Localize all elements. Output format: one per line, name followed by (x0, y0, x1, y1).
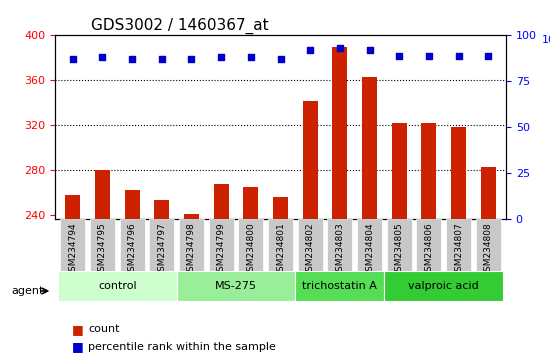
FancyBboxPatch shape (268, 219, 293, 271)
Text: GSM234806: GSM234806 (425, 222, 433, 277)
FancyBboxPatch shape (90, 219, 115, 271)
Text: GSM234799: GSM234799 (217, 222, 226, 277)
Bar (214, 184, 229, 219)
Bar (273, 197, 288, 219)
FancyBboxPatch shape (446, 219, 471, 271)
Bar (332, 47, 347, 219)
Point (336, 45, 344, 51)
Bar (155, 200, 169, 219)
Bar (302, 101, 317, 219)
FancyBboxPatch shape (60, 219, 85, 271)
Point (425, 53, 433, 58)
Bar (362, 77, 377, 219)
FancyBboxPatch shape (357, 219, 382, 271)
FancyBboxPatch shape (238, 219, 263, 271)
Point (128, 57, 136, 62)
Text: GSM234802: GSM234802 (306, 222, 315, 277)
Point (276, 57, 285, 62)
Bar (421, 123, 436, 219)
Text: GSM234798: GSM234798 (187, 222, 196, 277)
Point (68, 57, 77, 62)
Text: GSM234804: GSM234804 (365, 222, 374, 277)
FancyBboxPatch shape (149, 219, 174, 271)
Text: ■: ■ (72, 323, 83, 336)
Point (395, 53, 404, 58)
Point (365, 47, 374, 53)
FancyBboxPatch shape (387, 219, 412, 271)
Point (157, 57, 166, 62)
Bar (125, 190, 140, 219)
Bar (95, 170, 110, 219)
Text: GSM234796: GSM234796 (128, 222, 136, 277)
FancyBboxPatch shape (177, 271, 295, 301)
Bar (451, 127, 466, 219)
Text: 100%: 100% (542, 35, 550, 45)
FancyBboxPatch shape (58, 271, 177, 301)
Bar (65, 195, 80, 219)
Bar (244, 187, 258, 219)
Text: GSM234800: GSM234800 (246, 222, 255, 277)
Point (454, 53, 463, 58)
Text: GDS3002 / 1460367_at: GDS3002 / 1460367_at (91, 18, 269, 34)
Text: trichostatin A: trichostatin A (302, 281, 377, 291)
FancyBboxPatch shape (384, 271, 503, 301)
Text: GSM234797: GSM234797 (157, 222, 166, 277)
Text: GSM234808: GSM234808 (483, 222, 493, 277)
Point (98, 55, 107, 60)
FancyBboxPatch shape (298, 219, 323, 271)
Point (246, 55, 255, 60)
Point (484, 53, 493, 58)
Text: control: control (98, 281, 136, 291)
Text: MS-275: MS-275 (215, 281, 257, 291)
FancyBboxPatch shape (208, 219, 234, 271)
FancyBboxPatch shape (179, 219, 204, 271)
Text: count: count (88, 324, 119, 334)
Bar (184, 214, 199, 219)
Point (187, 57, 196, 62)
Point (306, 47, 315, 53)
Text: ■: ■ (72, 341, 83, 353)
Text: percentile rank within the sample: percentile rank within the sample (88, 342, 276, 352)
FancyBboxPatch shape (119, 219, 145, 271)
Text: GSM234807: GSM234807 (454, 222, 463, 277)
Point (217, 55, 226, 60)
Text: GSM234795: GSM234795 (98, 222, 107, 277)
Text: agent: agent (11, 286, 43, 296)
Text: GSM234801: GSM234801 (276, 222, 285, 277)
Text: GSM234805: GSM234805 (395, 222, 404, 277)
Bar (481, 167, 496, 219)
FancyBboxPatch shape (416, 219, 442, 271)
FancyBboxPatch shape (476, 219, 501, 271)
Bar (392, 123, 406, 219)
Text: GSM234803: GSM234803 (336, 222, 344, 277)
Text: GSM234794: GSM234794 (68, 222, 78, 277)
FancyBboxPatch shape (327, 219, 353, 271)
Text: valproic acid: valproic acid (408, 281, 479, 291)
FancyBboxPatch shape (295, 271, 384, 301)
